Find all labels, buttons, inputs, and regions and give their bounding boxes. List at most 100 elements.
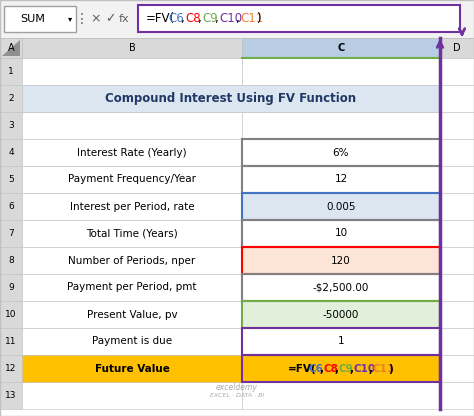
Bar <box>22 274 242 301</box>
Bar <box>242 301 440 328</box>
Bar <box>0 301 22 328</box>
Bar <box>242 85 440 112</box>
Bar <box>0 193 22 220</box>
Bar <box>242 112 440 139</box>
Bar <box>440 38 474 58</box>
Bar <box>22 166 242 193</box>
Bar <box>242 220 440 247</box>
Text: A: A <box>8 43 14 53</box>
Bar <box>22 355 242 382</box>
Text: -$2,500.00: -$2,500.00 <box>313 282 369 292</box>
Bar <box>22 193 242 220</box>
Text: ): ) <box>388 364 393 374</box>
Text: C8: C8 <box>185 12 201 25</box>
Bar <box>242 274 440 301</box>
Text: ): ) <box>256 12 261 25</box>
Bar <box>0 328 22 355</box>
Text: ,: , <box>180 12 184 25</box>
Text: Present Value, pv: Present Value, pv <box>87 310 177 319</box>
Bar <box>242 139 440 166</box>
Bar <box>22 247 242 274</box>
Bar <box>242 139 440 166</box>
Bar <box>138 5 460 32</box>
Text: 13: 13 <box>5 391 17 400</box>
Bar <box>22 85 440 112</box>
Bar <box>22 112 242 139</box>
Text: Payment per Period, pmt: Payment per Period, pmt <box>67 282 197 292</box>
Bar <box>22 355 242 382</box>
Text: 9: 9 <box>8 283 14 292</box>
Bar <box>440 112 474 139</box>
Bar <box>22 301 242 328</box>
Text: EXCEL · DATA · BI: EXCEL · DATA · BI <box>210 393 264 398</box>
Bar <box>0 112 22 139</box>
Text: C10: C10 <box>219 12 242 25</box>
Text: C9: C9 <box>339 364 354 374</box>
Bar <box>242 220 440 247</box>
Bar <box>22 58 242 85</box>
Text: 6%: 6% <box>333 148 349 158</box>
Bar <box>242 193 440 220</box>
Text: ×: × <box>91 12 101 25</box>
Bar <box>440 85 474 112</box>
Text: ⋮: ⋮ <box>75 12 89 26</box>
Bar <box>440 58 474 85</box>
Bar <box>22 139 242 166</box>
Text: Payment Frequency/Year: Payment Frequency/Year <box>68 174 196 185</box>
Text: 10: 10 <box>5 310 17 319</box>
Bar <box>22 220 242 247</box>
Bar <box>242 166 440 193</box>
Bar <box>242 247 440 274</box>
Bar <box>22 274 242 301</box>
Bar <box>4 6 76 32</box>
Text: C8: C8 <box>324 364 339 374</box>
Bar <box>0 38 474 58</box>
Bar <box>22 85 242 112</box>
Bar <box>22 301 242 328</box>
Text: C10: C10 <box>354 364 376 374</box>
Text: =FV(: =FV( <box>288 364 317 374</box>
Text: fx: fx <box>118 14 129 24</box>
Text: C6: C6 <box>168 12 184 25</box>
Text: =FV(: =FV( <box>146 12 175 25</box>
Text: ,: , <box>335 364 339 374</box>
Text: -50000: -50000 <box>323 310 359 319</box>
Bar <box>0 85 22 112</box>
Text: 7: 7 <box>8 229 14 238</box>
Bar <box>242 166 440 193</box>
Text: 2: 2 <box>8 94 14 103</box>
Bar <box>22 193 242 220</box>
Text: ,: , <box>350 364 354 374</box>
Bar <box>242 247 440 274</box>
Bar <box>0 274 22 301</box>
Text: 3: 3 <box>8 121 14 130</box>
Text: 10: 10 <box>335 228 347 238</box>
Bar <box>0 382 22 409</box>
Bar <box>22 247 242 274</box>
Text: ▾: ▾ <box>68 15 72 23</box>
Text: ,: , <box>214 12 218 25</box>
Bar <box>0 58 22 85</box>
Bar <box>22 328 242 355</box>
Bar <box>242 139 440 166</box>
Bar <box>22 139 242 166</box>
Bar <box>0 139 22 166</box>
Bar <box>0 38 22 58</box>
Bar <box>22 38 242 58</box>
Bar <box>0 220 22 247</box>
Bar <box>242 301 440 328</box>
Bar <box>242 382 440 409</box>
Text: C9: C9 <box>202 12 218 25</box>
Bar <box>242 58 440 85</box>
Text: Future Value: Future Value <box>94 364 169 374</box>
Text: C11: C11 <box>373 364 395 374</box>
Bar <box>440 220 474 247</box>
Bar <box>242 247 440 274</box>
Bar <box>242 220 440 247</box>
Polygon shape <box>2 40 20 56</box>
Text: ,: , <box>197 12 201 25</box>
Text: C11: C11 <box>240 12 263 25</box>
Bar <box>242 328 440 355</box>
Bar <box>242 355 440 382</box>
Text: exceldemy: exceldemy <box>216 383 258 392</box>
